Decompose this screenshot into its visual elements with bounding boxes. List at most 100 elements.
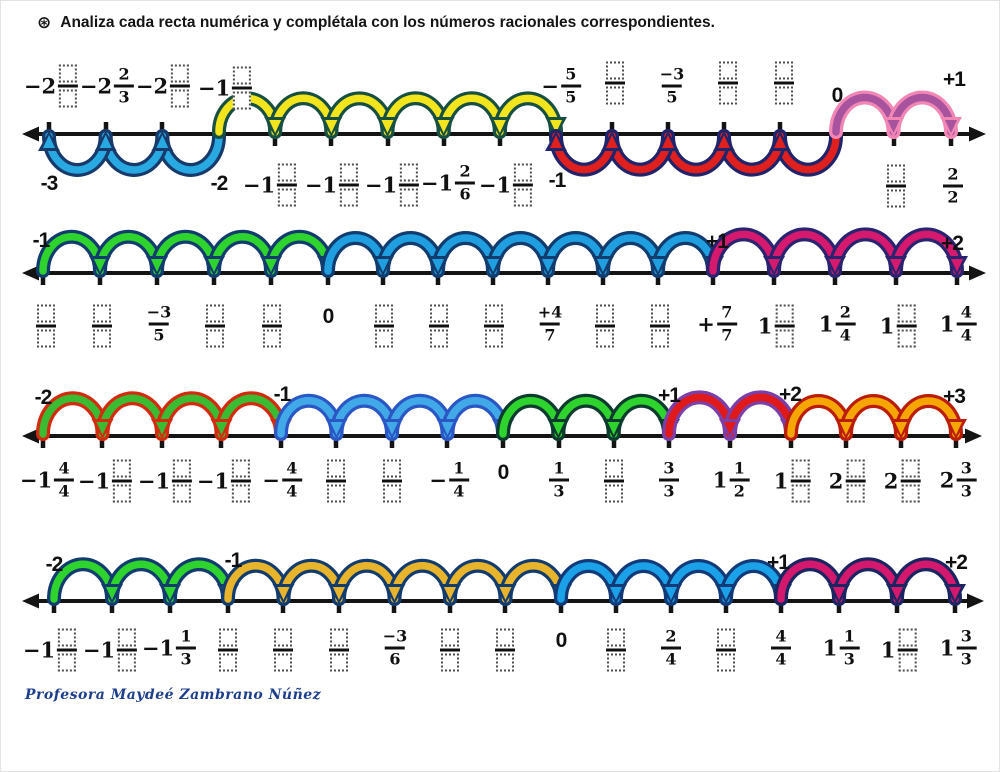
answer-box[interactable] [606, 61, 624, 80]
answer-box[interactable] [605, 459, 623, 478]
answer-box[interactable] [897, 329, 916, 348]
answer-box[interactable] [400, 163, 419, 182]
answer-box[interactable] [775, 86, 793, 105]
answer-box[interactable] [232, 484, 251, 503]
answer-box[interactable] [206, 304, 224, 323]
answer-box-label[interactable] [36, 304, 56, 348]
answer-box-label[interactable]: −1 [198, 66, 253, 110]
answer-box[interactable] [430, 329, 448, 348]
answer-box[interactable] [263, 304, 281, 323]
answer-box[interactable] [441, 653, 459, 672]
answer-box[interactable] [58, 628, 77, 647]
answer-box-label[interactable]: −1 [479, 163, 534, 207]
answer-box[interactable] [219, 653, 237, 672]
answer-box-label[interactable]: −1 [83, 628, 138, 672]
answer-box[interactable] [327, 459, 345, 478]
answer-box[interactable] [496, 628, 514, 647]
answer-box[interactable] [898, 628, 917, 647]
answer-box[interactable] [340, 163, 359, 182]
answer-box[interactable] [274, 628, 292, 647]
answer-box[interactable] [327, 484, 345, 503]
answer-box[interactable] [897, 304, 916, 323]
answer-box-label[interactable]: −1 [78, 459, 133, 503]
answer-box-label[interactable]: 1 [880, 304, 917, 348]
answer-box[interactable] [901, 459, 920, 478]
answer-box[interactable] [118, 653, 137, 672]
answer-box[interactable] [887, 189, 905, 208]
answer-box[interactable] [233, 66, 252, 85]
answer-box-label[interactable]: 1 [881, 628, 918, 672]
answer-box-label[interactable] [716, 628, 736, 672]
answer-box[interactable] [901, 484, 920, 503]
answer-box[interactable] [846, 459, 865, 478]
answer-box-label[interactable]: −1 [197, 459, 252, 503]
answer-box[interactable] [171, 64, 190, 83]
answer-box[interactable] [93, 304, 111, 323]
answer-box-label[interactable] [604, 459, 624, 503]
answer-box[interactable] [383, 459, 401, 478]
answer-box-label[interactable] [382, 459, 402, 503]
answer-box-label[interactable]: −1 [23, 628, 78, 672]
answer-box[interactable] [278, 163, 297, 182]
answer-box[interactable] [375, 304, 393, 323]
answer-box-label[interactable]: −2 [24, 64, 79, 108]
answer-box-label[interactable] [484, 304, 504, 348]
answer-box[interactable] [719, 86, 737, 105]
answer-box[interactable] [596, 304, 614, 323]
answer-box[interactable] [596, 329, 614, 348]
answer-box[interactable] [846, 484, 865, 503]
answer-box-label[interactable]: 1 [774, 459, 811, 503]
answer-box[interactable] [400, 188, 419, 207]
answer-box[interactable] [278, 188, 297, 207]
answer-box[interactable] [775, 329, 794, 348]
answer-box-label[interactable] [329, 628, 349, 672]
answer-box[interactable] [607, 653, 625, 672]
answer-box[interactable] [59, 64, 78, 83]
answer-box-label[interactable]: −1 [138, 459, 193, 503]
answer-box-label[interactable] [606, 628, 626, 672]
answer-box[interactable] [113, 484, 132, 503]
answer-box[interactable] [171, 89, 190, 108]
answer-box[interactable] [37, 304, 55, 323]
answer-box[interactable] [607, 628, 625, 647]
answer-box-label[interactable] [886, 164, 906, 208]
answer-box[interactable] [717, 653, 735, 672]
answer-box-label[interactable] [774, 61, 794, 105]
answer-box[interactable] [430, 304, 448, 323]
answer-box-label[interactable]: 2 [829, 459, 866, 503]
answer-box-label[interactable]: −2 [136, 64, 191, 108]
answer-box[interactable] [606, 86, 624, 105]
answer-box[interactable] [330, 653, 348, 672]
answer-box[interactable] [887, 164, 905, 183]
answer-box[interactable] [514, 163, 533, 182]
answer-box[interactable] [775, 304, 794, 323]
answer-box-label[interactable] [218, 628, 238, 672]
answer-box-label[interactable] [650, 304, 670, 348]
answer-box-label[interactable]: −1 [365, 163, 420, 207]
answer-box[interactable] [514, 188, 533, 207]
answer-box[interactable] [274, 653, 292, 672]
answer-box[interactable] [898, 653, 917, 672]
answer-box[interactable] [441, 628, 459, 647]
answer-box-label[interactable] [262, 304, 282, 348]
answer-box-label[interactable] [495, 628, 515, 672]
answer-box[interactable] [219, 628, 237, 647]
answer-box-label[interactable]: 1 [758, 304, 795, 348]
answer-box-label[interactable] [326, 459, 346, 503]
answer-box-label[interactable] [273, 628, 293, 672]
answer-box[interactable] [58, 653, 77, 672]
answer-box[interactable] [233, 91, 252, 110]
answer-box-label[interactable] [205, 304, 225, 348]
answer-box-label[interactable] [374, 304, 394, 348]
answer-box[interactable] [496, 653, 514, 672]
answer-box[interactable] [118, 628, 137, 647]
answer-box[interactable] [232, 459, 251, 478]
answer-box[interactable] [173, 484, 192, 503]
answer-box[interactable] [651, 329, 669, 348]
answer-box-label[interactable]: 2 [884, 459, 921, 503]
answer-box[interactable] [485, 329, 503, 348]
answer-box[interactable] [717, 628, 735, 647]
answer-box[interactable] [719, 61, 737, 80]
answer-box[interactable] [330, 628, 348, 647]
answer-box[interactable] [37, 329, 55, 348]
